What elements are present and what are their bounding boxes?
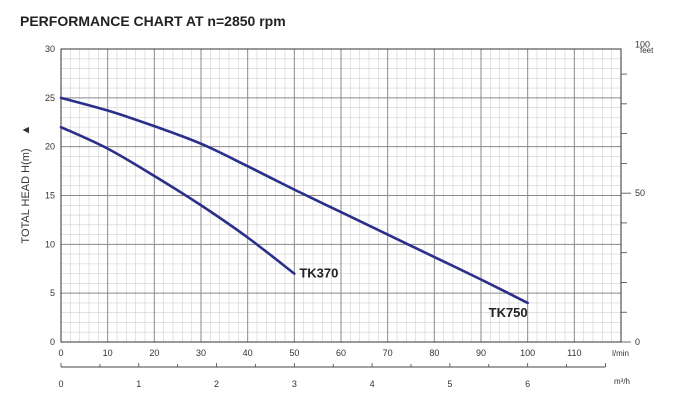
m3h-axis: 0 1 2 3 4 5 6 bbox=[58, 363, 606, 389]
y-tick-label: 25 bbox=[45, 93, 55, 103]
series-layer: TK370 TK750 bbox=[59, 96, 529, 320]
m3h-tick-label: 3 bbox=[292, 379, 297, 389]
x-tick-label: 40 bbox=[243, 348, 253, 358]
m3h-tick-label: 2 bbox=[214, 379, 219, 389]
y-tick-label: 20 bbox=[45, 142, 55, 152]
feet-tick-label: 100 bbox=[635, 39, 650, 49]
feet-tick-label: 0 bbox=[635, 337, 640, 347]
m3h-tick-label: 5 bbox=[447, 379, 452, 389]
series-line-tk370 bbox=[59, 125, 296, 275]
y-tick-label: 0 bbox=[50, 337, 55, 347]
x-tick-label: 60 bbox=[336, 348, 346, 358]
x-tick-label: 30 bbox=[196, 348, 206, 358]
x-tick-label: 50 bbox=[289, 348, 299, 358]
m3h-axis-unit: m³/h bbox=[614, 377, 630, 386]
x-tick-label: 80 bbox=[429, 348, 439, 358]
series-label-tk370: TK370 bbox=[299, 266, 338, 281]
m3h-tick-label: 1 bbox=[136, 379, 141, 389]
plot-frame bbox=[60, 48, 622, 343]
series-line-tk750 bbox=[59, 96, 529, 305]
x-tick-label: 70 bbox=[383, 348, 393, 358]
x-tick-label: 20 bbox=[149, 348, 159, 358]
y-tick-label: 15 bbox=[45, 191, 55, 201]
y-axis-label-group: TOTAL HEAD H(m) ▲ bbox=[20, 125, 32, 244]
x-tick-label: 90 bbox=[476, 348, 486, 358]
m3h-tick-label: 4 bbox=[370, 379, 375, 389]
x-tick-labels: 0 10 20 30 40 50 60 70 80 90 100 110 bbox=[58, 348, 581, 358]
m3h-tick-label: 6 bbox=[525, 379, 530, 389]
x-tick-label: 100 bbox=[520, 348, 535, 358]
series-label-tk750: TK750 bbox=[489, 305, 528, 320]
feet-tick-label: 50 bbox=[635, 188, 645, 198]
x-tick-label: 0 bbox=[58, 348, 63, 358]
x-tick-label: 110 bbox=[567, 348, 581, 358]
x-axis-unit: l/min bbox=[612, 349, 629, 358]
y-tick-labels: 0 5 10 15 20 25 30 bbox=[45, 44, 55, 347]
m3h-tick-label: 0 bbox=[58, 379, 63, 389]
y-axis-label: TOTAL HEAD H(m) bbox=[20, 148, 32, 243]
y-tick-label: 5 bbox=[50, 288, 55, 298]
y-tick-label: 30 bbox=[45, 44, 55, 54]
feet-axis-unit: feet bbox=[640, 46, 654, 55]
chart-title: PERFORMANCE CHART AT n=2850 rpm bbox=[20, 13, 286, 29]
y-axis-arrow: ▲ bbox=[20, 125, 32, 136]
x-tick-label: 10 bbox=[103, 348, 113, 358]
y-tick-label: 10 bbox=[45, 239, 55, 249]
feet-axis: 050100150 bbox=[621, 39, 650, 347]
